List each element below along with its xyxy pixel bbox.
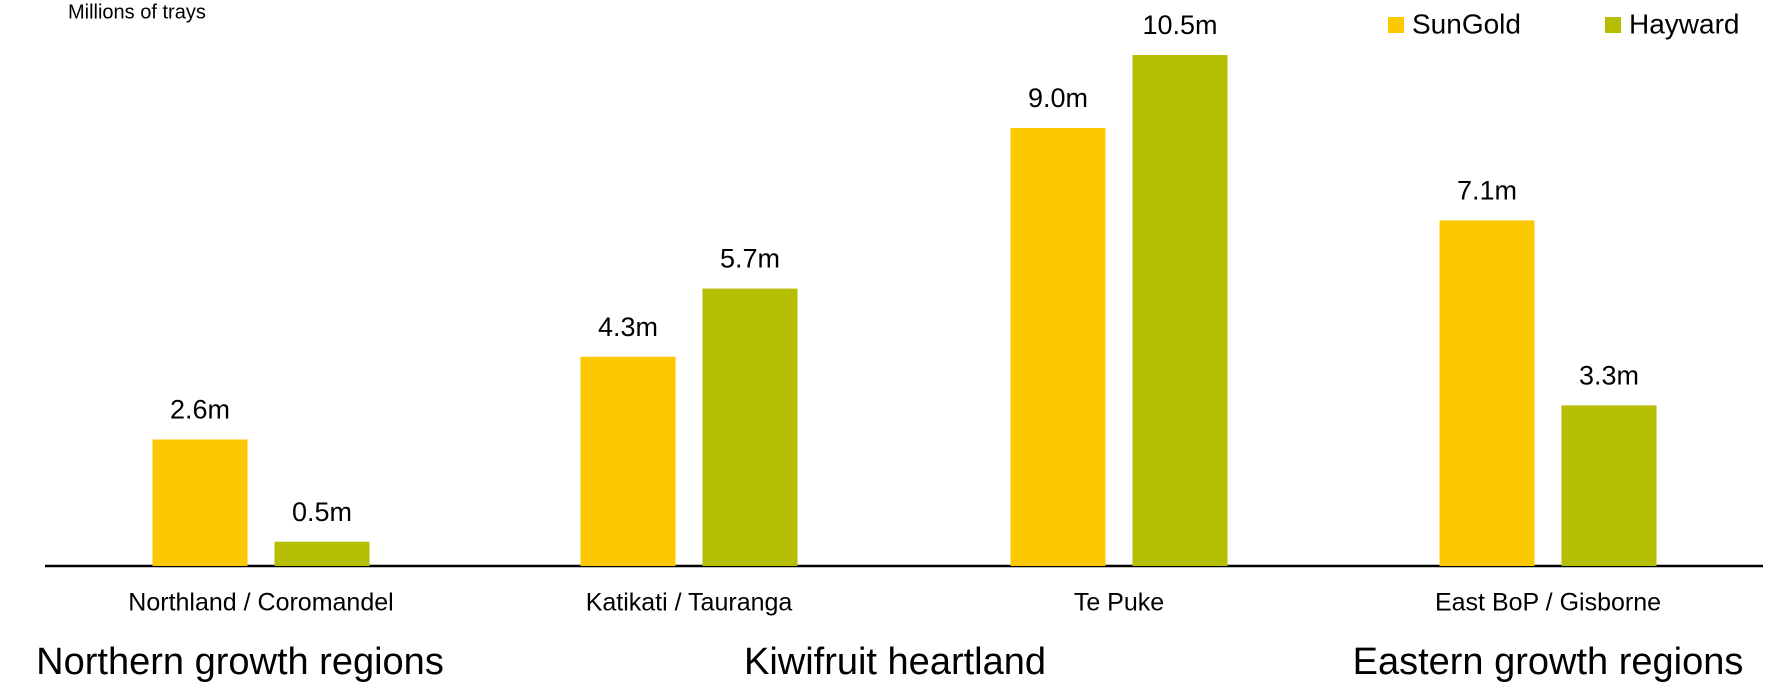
- data-label: 7.1m: [1457, 176, 1517, 206]
- data-label: 4.3m: [598, 312, 658, 342]
- bar: [580, 356, 676, 566]
- data-label: 0.5m: [292, 497, 352, 527]
- x-tick-label: Te Puke: [1074, 589, 1164, 617]
- data-label: 2.6m: [170, 395, 230, 425]
- region-group-label: Kiwifruit heartland: [744, 641, 1046, 683]
- x-tick-label: Northland / Coromandel: [128, 589, 393, 617]
- bar: [702, 288, 798, 566]
- x-tick-label: East BoP / Gisborne: [1435, 589, 1661, 617]
- region-group-label: Eastern growth regions: [1353, 641, 1744, 683]
- data-label: 5.7m: [720, 244, 780, 274]
- region-group-label: Northern growth regions: [36, 641, 444, 683]
- bar: [1439, 220, 1535, 566]
- data-label: 3.3m: [1579, 361, 1639, 391]
- bar: [274, 541, 370, 566]
- x-tick-label: Katikati / Tauranga: [586, 589, 793, 617]
- bar: [152, 439, 248, 566]
- legend-swatch: [1605, 17, 1621, 33]
- bar: [1132, 55, 1228, 566]
- bar: [1561, 405, 1657, 566]
- legend-swatch: [1388, 17, 1404, 33]
- y-axis-label: Millions of trays: [68, 1, 206, 23]
- legend-label: Hayward: [1629, 8, 1739, 39]
- legend-label: SunGold: [1412, 8, 1521, 39]
- data-label: 9.0m: [1028, 83, 1088, 113]
- data-label: 10.5m: [1142, 10, 1217, 40]
- bar: [1010, 128, 1106, 566]
